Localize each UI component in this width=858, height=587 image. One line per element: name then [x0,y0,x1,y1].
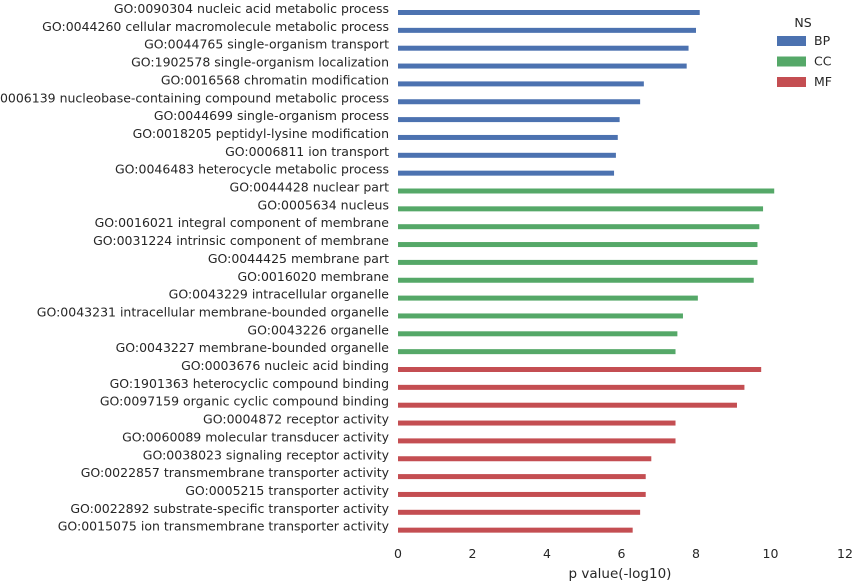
legend-swatch-cc [777,56,806,67]
category-label: GO:1902578 single-organism localization [131,55,389,70]
bar-cc-1 [398,206,764,212]
category-label: GO:0031224 intrinsic component of membra… [93,233,389,248]
bar-bp-8 [398,152,616,158]
bar-mf-4 [398,438,676,444]
bar-mf-5 [398,456,652,462]
category-label: GO:0060089 molecular transducer activity [122,429,390,444]
category-label: GO:0044765 single-organism transport [144,37,389,52]
x-tick-label: 10 [763,546,779,561]
bar-bp-1 [398,27,696,33]
category-label: GO:0006139 nucleobase-containing compoun… [0,90,389,105]
category-label: GO:0044260 cellular macromolecule metabo… [42,19,389,34]
bar-bp-0 [398,10,700,15]
category-label: GO:0044699 single-organism process [154,108,389,123]
bar-bp-9 [398,170,615,176]
category-label: GO:1901363 heterocyclic compound binding [110,376,389,391]
legend-label-cc: CC [814,54,832,69]
legend-label-bp: BP [814,33,831,48]
category-label: GO:0044425 membrane part [208,251,389,266]
category-label: GO:0022892 substrate-specific transporte… [70,501,389,516]
legend-swatch-mf [777,77,806,87]
category-label: GO:0015075 ion transmembrane transporter… [58,519,390,534]
bar-mf-3 [398,420,676,426]
bar-cc-5 [398,277,754,283]
category-label: GO:0006811 ion transport [225,144,389,159]
x-tick-label: 12 [837,546,853,561]
category-label: GO:0043231 intracellular membrane-bounde… [37,304,390,319]
bar-cc-4 [398,259,758,265]
bar-cc-6 [398,295,698,301]
bar-mf-8 [398,509,641,515]
category-label: GO:0005215 transporter activity [185,483,389,498]
category-labels: GO:0090304 nucleic acid metabolic proces… [0,1,390,534]
legend-swatch-bp [777,36,806,46]
x-tick-label: 8 [692,546,700,561]
category-label: GO:0038023 signaling receptor activity [143,447,390,462]
bar-cc-9 [398,349,676,355]
bar-mf-6 [398,474,646,480]
bar-cc-0 [398,188,775,194]
category-label: GO:0043229 intracellular organelle [169,287,390,302]
bar-mf-0 [398,367,762,372]
bar-bp-5 [398,99,641,105]
x-axis-ticks: 0 2 4 6 8 10 12 [394,546,853,561]
bar-bp-6 [398,117,620,123]
category-label: GO:0016568 chromatin modification [161,72,389,87]
category-label: GO:0004872 receptor activity [203,412,390,427]
category-label: GO:0016021 integral component of membran… [95,215,390,230]
bar-cc-2 [398,224,760,230]
bars-group [398,10,775,533]
bar-bp-3 [398,63,687,69]
bar-bp-4 [398,81,644,87]
category-label: GO:0046483 heterocycle metabolic process [115,162,389,177]
bar-bp-7 [398,134,618,140]
legend-label-mf: MF [814,74,832,89]
category-label: GO:0090304 nucleic acid metabolic proces… [114,1,389,16]
bar-mf-1 [398,384,745,390]
category-label: GO:0043226 organelle [247,322,389,337]
bar-mf-9 [398,527,633,533]
x-tick-label: 4 [543,546,551,561]
bar-cc-8 [398,331,678,337]
x-tick-label: 6 [618,546,626,561]
x-axis-title: p value(-log10) [569,566,672,582]
category-label: GO:0044428 nuclear part [230,180,390,195]
category-label: GO:0022857 transmembrane transporter act… [81,465,390,480]
category-label: GO:0043227 membrane-bounded organelle [116,340,390,355]
bar-mf-2 [398,402,737,408]
category-label: GO:0005634 nucleus [258,197,389,212]
x-tick-label: 0 [394,546,402,561]
legend: NS BP CC MF [777,15,832,89]
category-label: GO:0018205 peptidyl-lysine modification [133,126,389,141]
category-label: GO:0097159 organic cyclic compound bindi… [100,394,389,409]
category-label: GO:0016020 membrane [237,269,389,284]
bar-mf-7 [398,491,646,497]
category-label: GO:0003676 nucleic acid binding [181,358,389,373]
legend-title: NS [794,15,811,30]
bar-cc-3 [398,242,758,248]
bar-bp-2 [398,45,689,51]
bar-cc-7 [398,313,683,319]
x-tick-label: 2 [469,546,477,561]
